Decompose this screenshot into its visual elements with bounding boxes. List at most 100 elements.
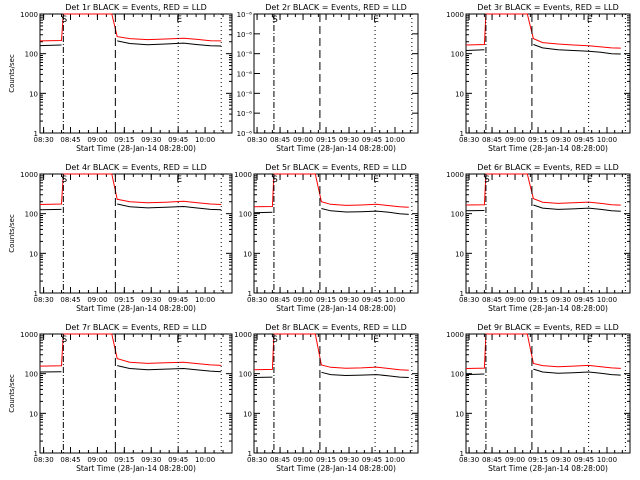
x-tick-label: 08:45 <box>270 296 290 304</box>
chart-title: Det 9r BLACK = Events, RED = LLD <box>477 323 619 332</box>
chart-panel-6: Det 6r BLACK = Events, RED = LLD 1 10 100 10… <box>446 163 631 313</box>
chart-panel-2: Det 2r BLACK = Events, RED = LLD 10⁻⁶ 10⁻⁶… <box>237 3 419 153</box>
y-tick-label: 1000 <box>20 11 38 19</box>
plot-frame <box>39 173 233 294</box>
events-series-line <box>39 203 222 211</box>
x-tick-label: 09:45 <box>168 136 188 144</box>
lld-series-line <box>465 333 621 369</box>
x-axis-label: Start Time (28-Jan-14 08:28:00) <box>76 464 196 473</box>
time-marker-label: S <box>272 175 278 185</box>
plot-frame <box>465 173 631 294</box>
x-tick-label: 08:30 <box>247 456 267 464</box>
plot-frame <box>253 173 419 294</box>
y-tick-label: 1 <box>460 130 464 138</box>
y-tick-label: 1 <box>34 450 38 458</box>
x-tick-label: 09:15 <box>114 296 134 304</box>
x-tick-label: 09:30 <box>339 136 359 144</box>
y-tick-label: 10 <box>243 410 252 418</box>
y-tick-label: 100 <box>25 371 38 379</box>
x-tick-label: 09:00 <box>87 136 107 144</box>
x-tick-label: 09:45 <box>168 456 188 464</box>
time-marker-label: S <box>61 335 67 345</box>
y-tick-label: 1000 <box>446 171 464 179</box>
x-tick-label: 09:00 <box>505 296 525 304</box>
chart-title: Det 8r BLACK = Events, RED = LLD <box>265 323 407 332</box>
chart-panel-7: Det 7r BLACK = Events, RED = LLD 1 10 100 10… <box>8 323 233 473</box>
x-axis-label: Start Time (28-Jan-14 08:28:00) <box>276 144 396 153</box>
y-tick-label: 10⁻⁶ <box>237 71 253 79</box>
y-tick-label: 10 <box>29 410 38 418</box>
time-marker-label: S <box>61 175 67 185</box>
x-tick-label: 08:45 <box>482 136 502 144</box>
x-tick-label: 09:15 <box>114 456 134 464</box>
x-tick-label: 09:00 <box>293 136 313 144</box>
time-marker-label: E <box>176 175 182 185</box>
y-tick-label: 10 <box>29 250 38 258</box>
y-tick-label: 1 <box>248 450 252 458</box>
y-tick-label: 1000 <box>234 171 252 179</box>
time-marker-label: E <box>587 15 593 25</box>
events-series-line <box>253 371 409 378</box>
y-tick-label: 1 <box>460 450 464 458</box>
plot-frame <box>39 333 233 454</box>
x-tick-label: 09:30 <box>141 296 161 304</box>
y-tick-label: 100 <box>451 371 464 379</box>
x-tick-label: 10:00 <box>195 296 215 304</box>
x-tick-label: 08:45 <box>60 296 80 304</box>
x-tick-label: 09:30 <box>551 296 571 304</box>
x-tick-label: 09:30 <box>141 456 161 464</box>
events-series-line <box>465 368 621 376</box>
y-tick-label: 10 <box>455 90 464 98</box>
x-tick-label: 08:30 <box>459 296 479 304</box>
y-tick-label: 1000 <box>446 331 464 339</box>
y-tick-label: 10⁻⁶ <box>237 51 253 59</box>
chart-panel-1: Det 1r BLACK = Events, RED = LLD 1 10 100 10… <box>8 3 233 153</box>
x-tick-label: 10:00 <box>597 456 617 464</box>
x-tick-label: 09:30 <box>141 136 161 144</box>
y-tick-label: 1000 <box>20 171 38 179</box>
y-tick-label: 100 <box>451 211 464 219</box>
y-tick-label: 1000 <box>20 331 38 339</box>
time-marker-label: E <box>176 335 182 345</box>
x-tick-label: 09:00 <box>293 296 313 304</box>
time-marker-label: E <box>373 175 379 185</box>
x-tick-label: 08:30 <box>459 456 479 464</box>
x-axis-label: Start Time (28-Jan-14 08:28:00) <box>488 144 608 153</box>
y-tick-label: 10⁻⁶ <box>237 110 253 118</box>
time-marker-label: S <box>484 175 490 185</box>
x-axis-label: Start Time (28-Jan-14 08:28:00) <box>488 304 608 313</box>
x-axis-label: Start Time (28-Jan-14 08:28:00) <box>76 304 196 313</box>
y-tick-label: 100 <box>25 51 38 59</box>
x-tick-label: 09:45 <box>574 136 594 144</box>
events-series-line <box>39 40 222 47</box>
x-tick-label: 08:30 <box>33 456 53 464</box>
plot-frame <box>465 13 631 134</box>
x-tick-label: 08:45 <box>270 136 290 144</box>
x-tick-label: 09:15 <box>316 136 336 144</box>
events-series-line <box>39 365 222 373</box>
y-tick-label: 10 <box>455 410 464 418</box>
x-tick-label: 10:00 <box>195 456 215 464</box>
x-tick-label: 09:15 <box>528 456 548 464</box>
time-marker-label: S <box>272 335 278 345</box>
y-tick-label: 10⁻⁶ <box>237 90 253 98</box>
x-tick-label: 10:00 <box>195 136 215 144</box>
events-series-line <box>253 208 409 215</box>
x-tick-label: 09:45 <box>168 296 188 304</box>
y-tick-label: 1000 <box>446 11 464 19</box>
x-tick-label: 09:15 <box>528 136 548 144</box>
chart-panel-9: Det 9r BLACK = Events, RED = LLD 1 10 100 10… <box>446 323 631 473</box>
y-tick-label: 100 <box>25 211 38 219</box>
time-marker-label: E <box>587 175 593 185</box>
chart-panel-8: Det 8r BLACK = Events, RED = LLD 1 10 100 10… <box>234 323 419 473</box>
chart-title: Det 6r BLACK = Events, RED = LLD <box>477 163 619 172</box>
y-tick-label: 100 <box>451 51 464 59</box>
x-tick-label: 09:45 <box>574 296 594 304</box>
x-tick-label: 08:30 <box>459 136 479 144</box>
x-tick-label: 09:00 <box>505 136 525 144</box>
x-tick-label: 08:45 <box>60 136 80 144</box>
x-tick-label: 10:00 <box>597 136 617 144</box>
y-tick-label: 10⁻⁶ <box>237 130 253 138</box>
chart-title: Det 2r BLACK = Events, RED = LLD <box>265 3 407 12</box>
x-tick-label: 09:30 <box>551 136 571 144</box>
